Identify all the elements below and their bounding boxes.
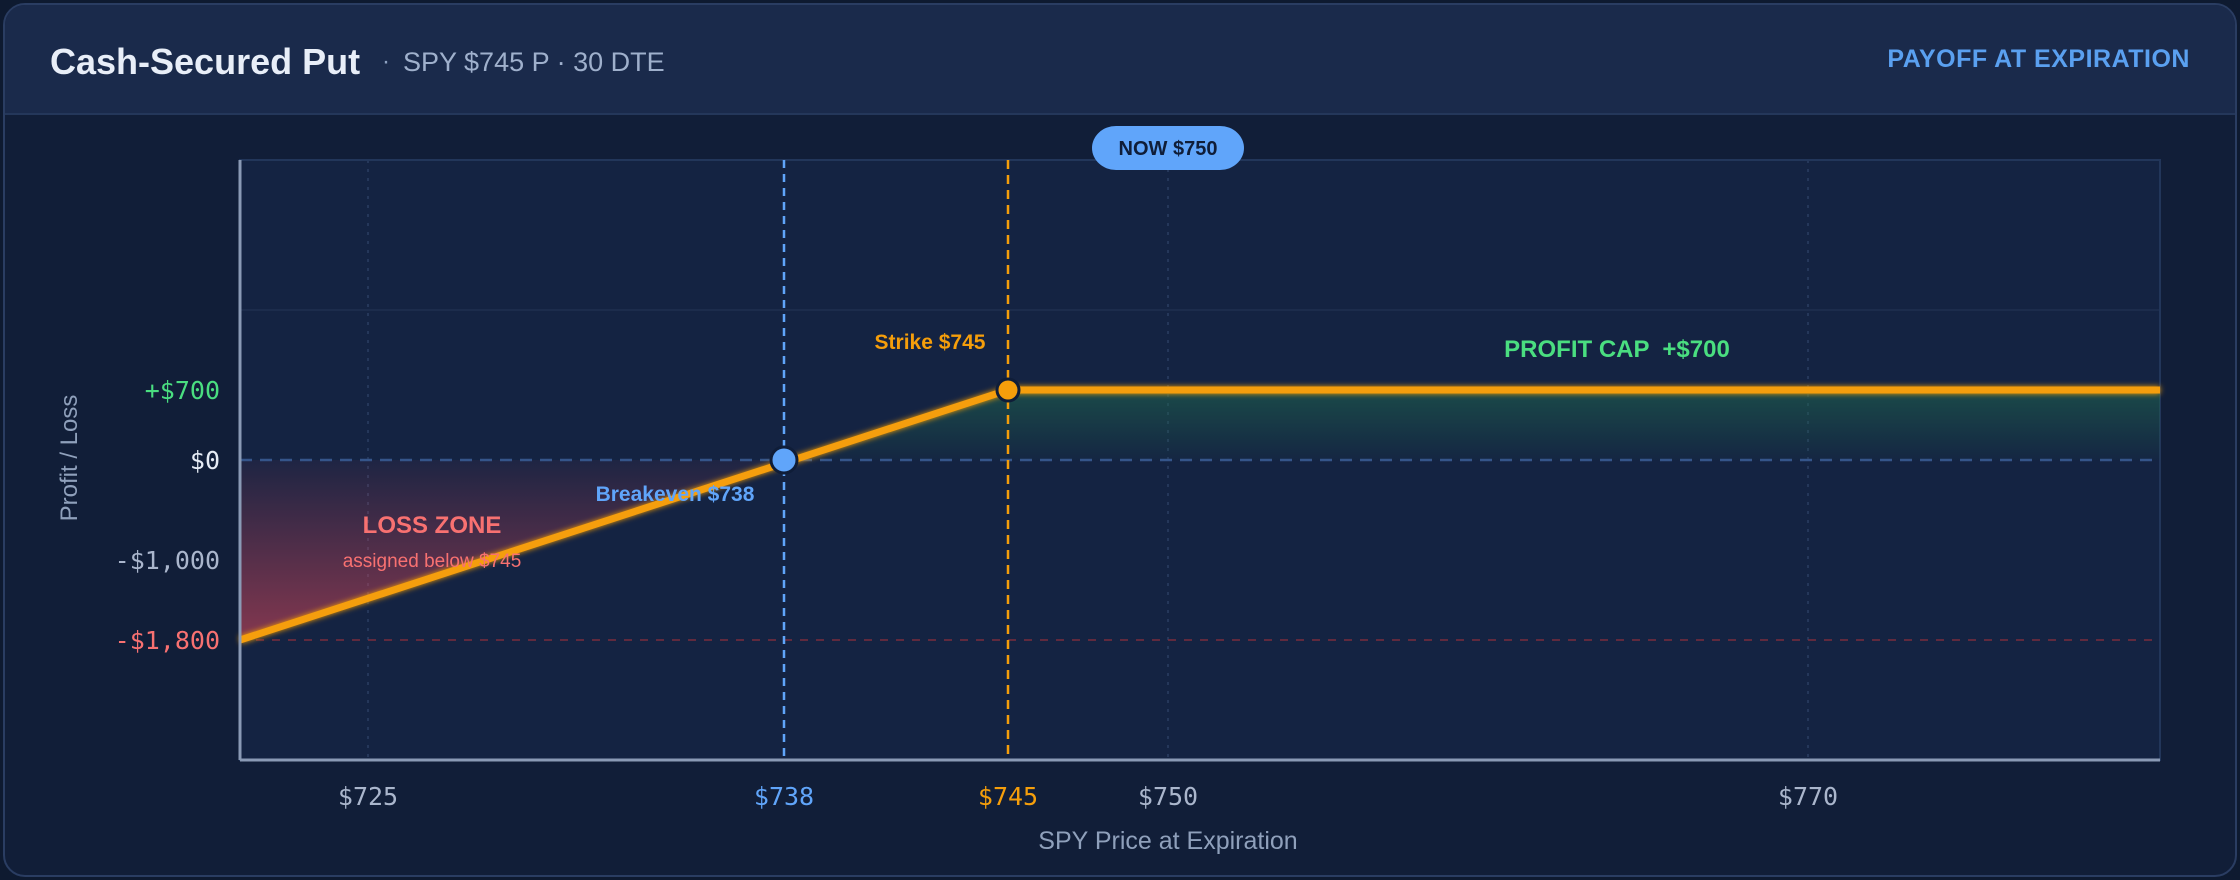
y-tick-label: +$700	[145, 376, 220, 405]
card-header: Cash-Secured Put · SPY $745 P · 30 DTE P…	[5, 5, 2235, 115]
y-tick-label: $0	[190, 446, 220, 475]
x-tick-label: $770	[1778, 782, 1838, 811]
x-axis-title: SPY Price at Expiration	[1038, 827, 1297, 855]
y-axis-title: Profit / Loss	[56, 395, 83, 522]
x-tick-label: $725	[338, 782, 398, 811]
chart-subtitle: SPY $745 P · 30 DTE	[403, 47, 665, 77]
title-separator: ·	[382, 48, 390, 75]
loss-zone-label: LOSS ZONE	[363, 512, 502, 539]
x-tick-label: $745	[978, 782, 1038, 811]
strike-label: Strike $745	[875, 331, 986, 354]
x-tick-label: $738	[754, 782, 814, 811]
y-tick-label: -$1,800	[115, 626, 220, 655]
profit-cap-label: PROFIT CAP +$700	[1504, 336, 1730, 363]
payoff-badge: PAYOFF AT EXPIRATION	[1887, 45, 2190, 73]
chart-title: Cash-Secured Put	[50, 41, 361, 82]
loss-zone-sublabel: assigned below $745	[343, 551, 522, 572]
y-tick-label: -$1,000	[115, 546, 220, 575]
now-pill-label: NOW $750	[1119, 138, 1218, 160]
strike-marker	[995, 377, 1021, 403]
x-tick-label: $750	[1138, 782, 1198, 811]
now-pill: NOW $750	[1092, 126, 1244, 170]
breakeven-marker	[769, 445, 799, 475]
profit-zone-fill	[784, 390, 2160, 460]
breakeven-label: Breakeven $738	[596, 483, 755, 506]
